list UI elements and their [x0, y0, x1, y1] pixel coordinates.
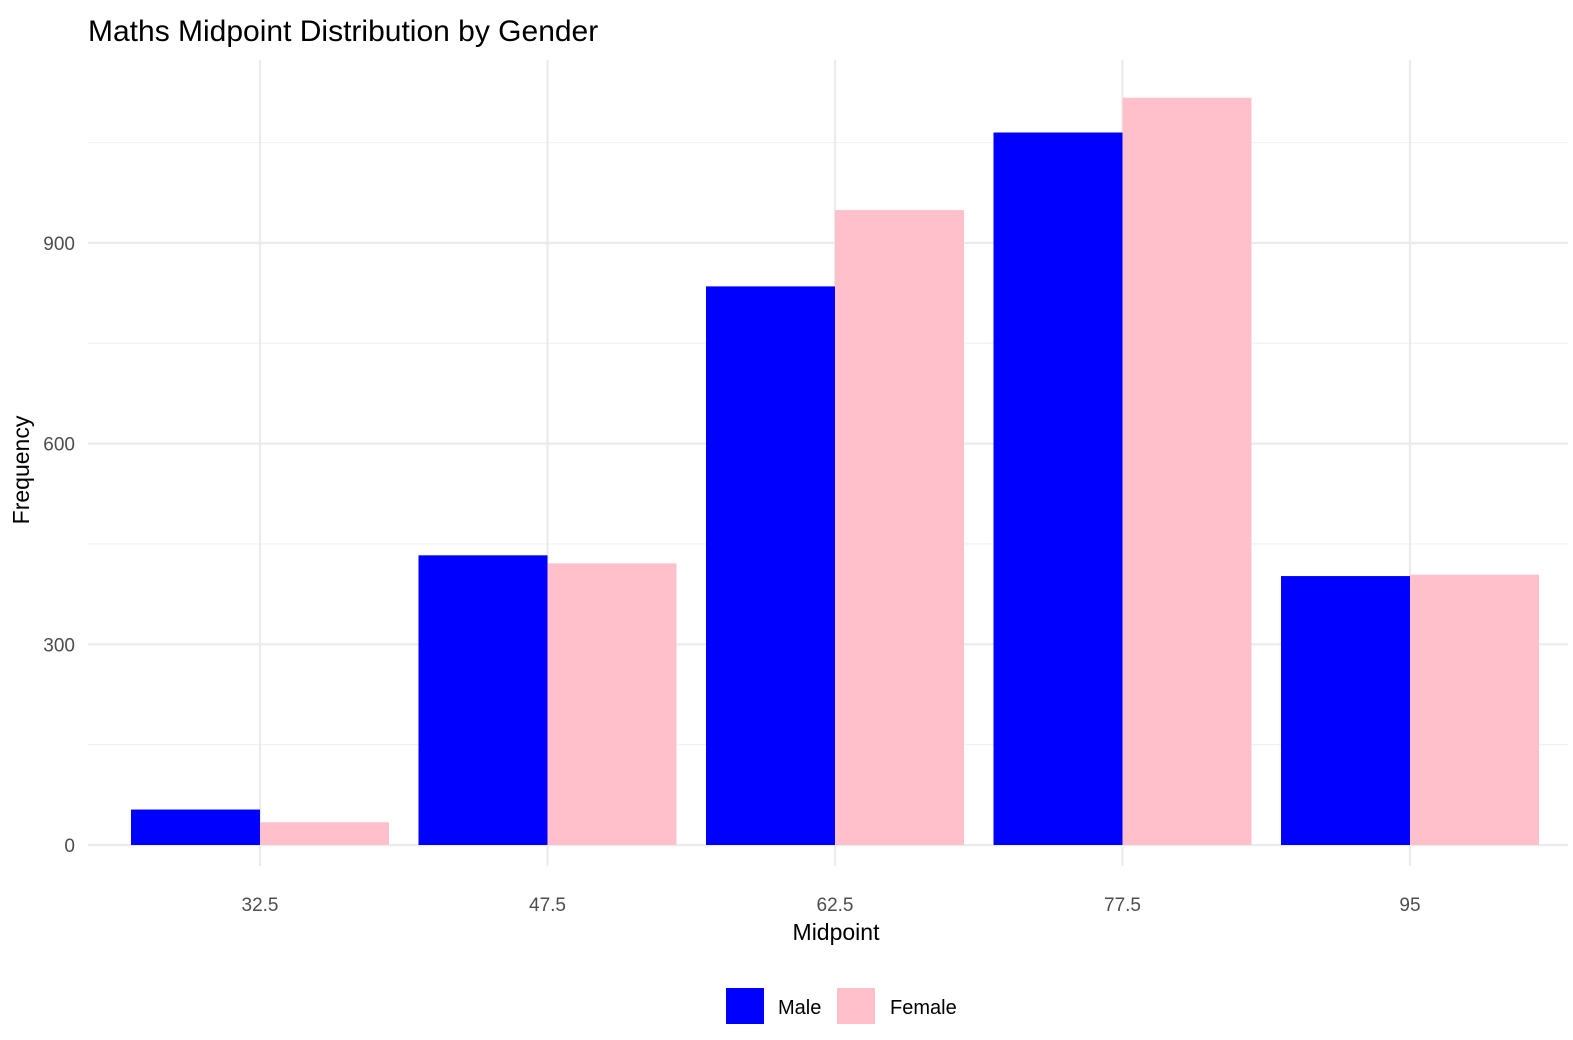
x-tick-label: 62.5 [817, 895, 854, 916]
y-tick-label: 0 [64, 836, 75, 857]
y-tick-label: 300 [43, 635, 75, 656]
bar-female-62.5 [835, 210, 964, 845]
legend-swatch-female [837, 988, 875, 1024]
x-tick-label: 47.5 [529, 895, 566, 916]
bar-male-95 [1281, 576, 1410, 845]
x-tick-label: 95 [1399, 895, 1420, 916]
x-axis-title: Midpoint [793, 919, 881, 945]
x-axis-ticks: 32.5 47.5 62.5 77.5 95 [242, 895, 1421, 916]
x-tick-label: 32.5 [242, 895, 279, 916]
bars [131, 97, 1539, 846]
bar-male-47.5 [418, 555, 548, 845]
chart-title: Maths Midpoint Distribution by Gender [88, 15, 598, 48]
legend: Male Female [726, 988, 957, 1024]
y-tick-label: 900 [43, 234, 75, 255]
y-tick-label: 600 [43, 435, 75, 456]
legend-label-female: Female [890, 997, 957, 1019]
legend-swatch-male [726, 988, 764, 1024]
y-axis-title: Frequency [8, 415, 34, 524]
bar-female-47.5 [547, 563, 677, 845]
bar-male-77.5 [993, 132, 1123, 845]
legend-label-male: Male [778, 997, 821, 1019]
y-axis-ticks: 0 300 600 900 [43, 234, 75, 857]
x-tick-label: 77.5 [1104, 895, 1141, 916]
bar-male-62.5 [706, 286, 835, 845]
bar-female-77.5 [1122, 97, 1252, 846]
bar-female-32.5 [260, 822, 389, 845]
bar-female-95 [1410, 574, 1539, 845]
bar-male-32.5 [131, 809, 260, 845]
